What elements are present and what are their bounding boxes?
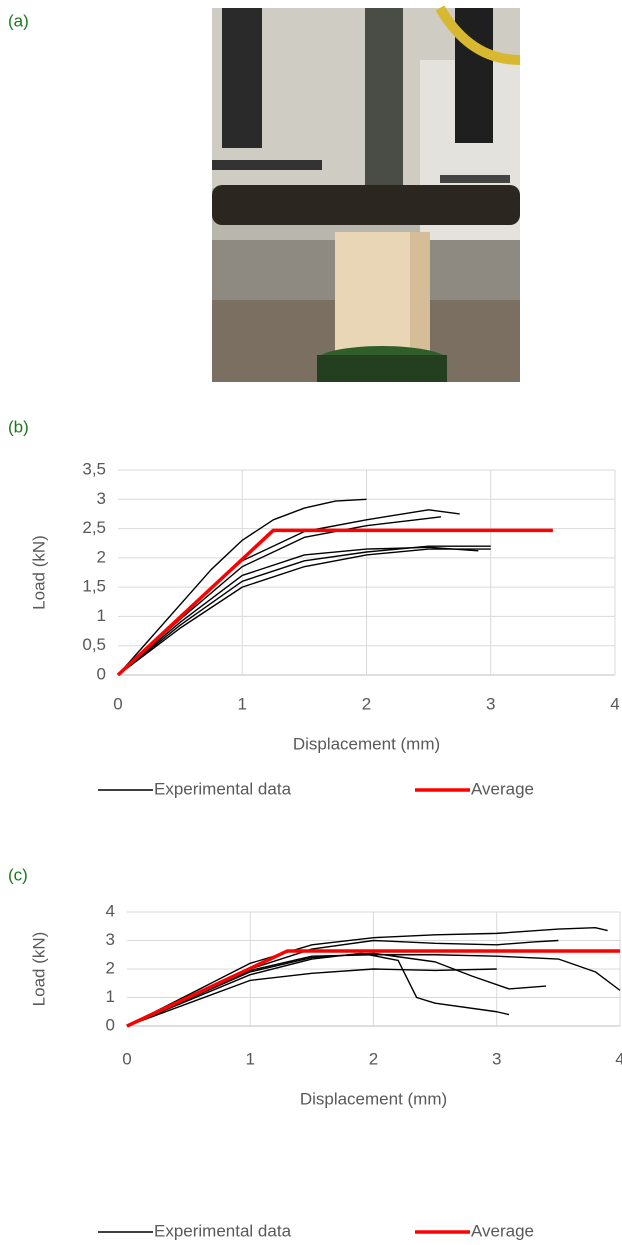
series-line xyxy=(117,509,460,676)
y-tick-label: 2 xyxy=(97,547,106,566)
series-line xyxy=(126,952,510,1027)
series-line xyxy=(126,949,620,1028)
series-line xyxy=(117,498,367,676)
series-line xyxy=(126,968,497,1027)
x-tick-label: 2 xyxy=(369,1049,378,1068)
y-tick-label: 4 xyxy=(106,901,115,920)
y-tick-label: 3 xyxy=(97,489,106,508)
x-tick-label: 4 xyxy=(610,694,619,713)
x-tick-label: 0 xyxy=(122,1049,131,1068)
series-line xyxy=(117,546,479,676)
y-axis-label: Load (kN) xyxy=(29,932,48,1007)
x-tick-label: 1 xyxy=(246,1049,255,1068)
x-tick-label: 4 xyxy=(615,1049,622,1068)
series-line xyxy=(117,548,491,676)
y-tick-label: 3,5 xyxy=(82,459,106,478)
y-axis-label: Load (kN) xyxy=(29,535,48,610)
y-tick-label: 1 xyxy=(97,606,106,625)
series-line xyxy=(117,516,442,676)
x-tick-label: 3 xyxy=(492,1049,501,1068)
legend-label: Average xyxy=(471,1221,534,1240)
series-line xyxy=(126,926,608,1027)
y-tick-label: 0 xyxy=(97,664,106,683)
series-line xyxy=(116,528,553,677)
y-tick-label: 2,5 xyxy=(82,518,106,537)
x-axis-label: Displacement (mm) xyxy=(293,734,440,753)
x-tick-label: 1 xyxy=(238,694,247,713)
legend-label: Experimental data xyxy=(154,1221,292,1240)
series-line xyxy=(126,952,547,1027)
x-tick-label: 3 xyxy=(486,694,495,713)
photo xyxy=(212,5,521,382)
panel-label: (c) xyxy=(8,865,28,884)
x-axis-label: Displacement (mm) xyxy=(300,1089,447,1108)
y-tick-label: 1 xyxy=(106,987,115,1006)
y-tick-label: 1,5 xyxy=(82,577,106,596)
legend-label: Average xyxy=(471,779,534,798)
x-tick-label: 2 xyxy=(362,694,371,713)
y-tick-label: 2 xyxy=(106,958,115,977)
y-tick-label: 0,5 xyxy=(82,635,106,654)
y-tick-label: 3 xyxy=(106,930,115,949)
x-tick-label: 0 xyxy=(113,694,122,713)
y-tick-label: 0 xyxy=(106,1015,115,1034)
panel-label: (b) xyxy=(8,417,29,436)
legend-label: Experimental data xyxy=(154,779,292,798)
panel-label: (a) xyxy=(8,11,29,30)
series-line xyxy=(117,545,491,676)
